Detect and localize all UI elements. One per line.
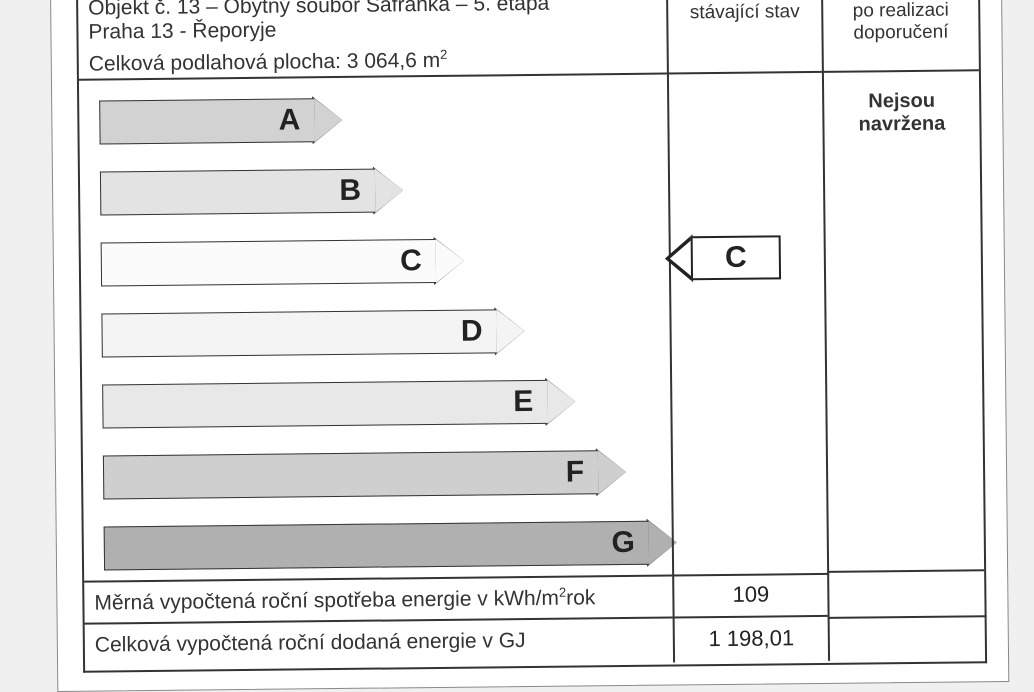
current-state-column: C [667, 73, 829, 577]
floor-area-exp: 2 [440, 47, 447, 62]
recommend-column: Nejsou navržena [822, 71, 984, 573]
column-header-recommend: po realizaci doporučení [821, 0, 979, 73]
current-state-pointer: C [671, 235, 826, 281]
row-specific-label: Měrná vypočtená roční spotřeba energie v… [84, 575, 672, 625]
row-total-value: 1 198,01 [673, 617, 828, 663]
column-header-current: stávající stav [666, 0, 822, 75]
rating-arrows-area: ABCDEFG [79, 75, 672, 583]
object-line-2: Praha 13 - Řeporyje [88, 15, 656, 45]
rating-arrow-label: D [101, 309, 496, 357]
header-info: Objekt č. 13 – Obytný soubor Šafránka – … [78, 0, 667, 81]
row-total-recommend [828, 615, 987, 661]
rating-arrow-label: C [101, 239, 436, 287]
row-specific-value: 109 [672, 573, 827, 619]
floor-area: Celková podlahová plocha: 3 064,6 m2 [89, 45, 657, 77]
specific-label-a: Měrná vypočtená roční spotřeba energie v… [94, 587, 559, 615]
scanned-page: Objekt č. 13 – Obytný soubor Šafránka – … [50, 0, 1009, 692]
rating-arrow-label: F [103, 450, 598, 499]
recommend-note: Nejsou navržena [858, 90, 945, 136]
floor-area-label: Celková podlahová plocha: 3 064,6 m [89, 49, 441, 76]
current-state-label: C [691, 235, 781, 280]
rating-arrow-label: E [102, 380, 547, 429]
specific-label-b: rok [566, 586, 595, 609]
rating-arrow-label: A [99, 98, 314, 144]
row-specific-recommend [827, 571, 986, 619]
rating-arrow-label: B [100, 169, 375, 216]
certificate-table: Objekt č. 13 – Obytný soubor Šafránka – … [76, 0, 987, 673]
row-total-label: Celková vypočtená roční dodaná energie v… [85, 619, 673, 669]
rating-arrow-label: G [104, 521, 649, 571]
